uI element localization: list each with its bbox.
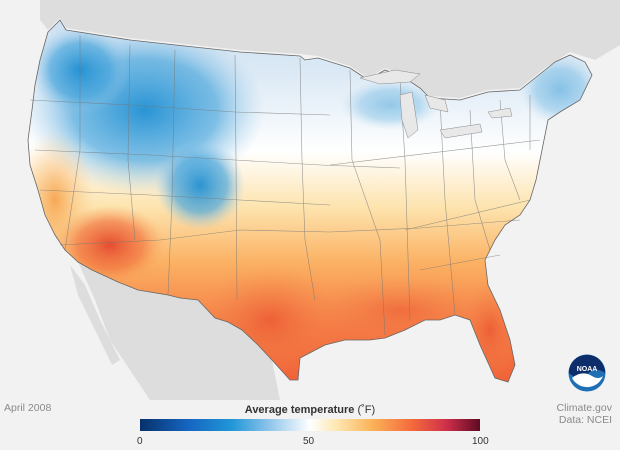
mexico-landmass xyxy=(78,262,280,400)
legend-unit: (˚F) xyxy=(357,404,376,416)
legend-tick-min: 0 xyxy=(137,436,143,447)
canada-landmass xyxy=(40,0,620,98)
credit-site: Climate.gov xyxy=(556,402,612,414)
legend-tick-mid: 50 xyxy=(303,436,315,447)
legend-title-text: Average temperature xyxy=(244,404,355,416)
state-borders xyxy=(29,35,541,336)
svg-text:NOAA: NOAA xyxy=(577,366,598,373)
noaa-logo-icon: NOAA xyxy=(568,354,606,392)
legend-tick-max: 100 xyxy=(472,436,489,447)
credit-source: Data: NCEI xyxy=(558,414,612,426)
legend-title: Average temperature (˚F) xyxy=(140,404,480,416)
date-label: April 2008 xyxy=(4,402,52,414)
legend-color-bar xyxy=(140,419,480,431)
great-lakes xyxy=(359,69,513,139)
temperature-map xyxy=(27,0,620,400)
baja-peninsula xyxy=(70,265,120,365)
